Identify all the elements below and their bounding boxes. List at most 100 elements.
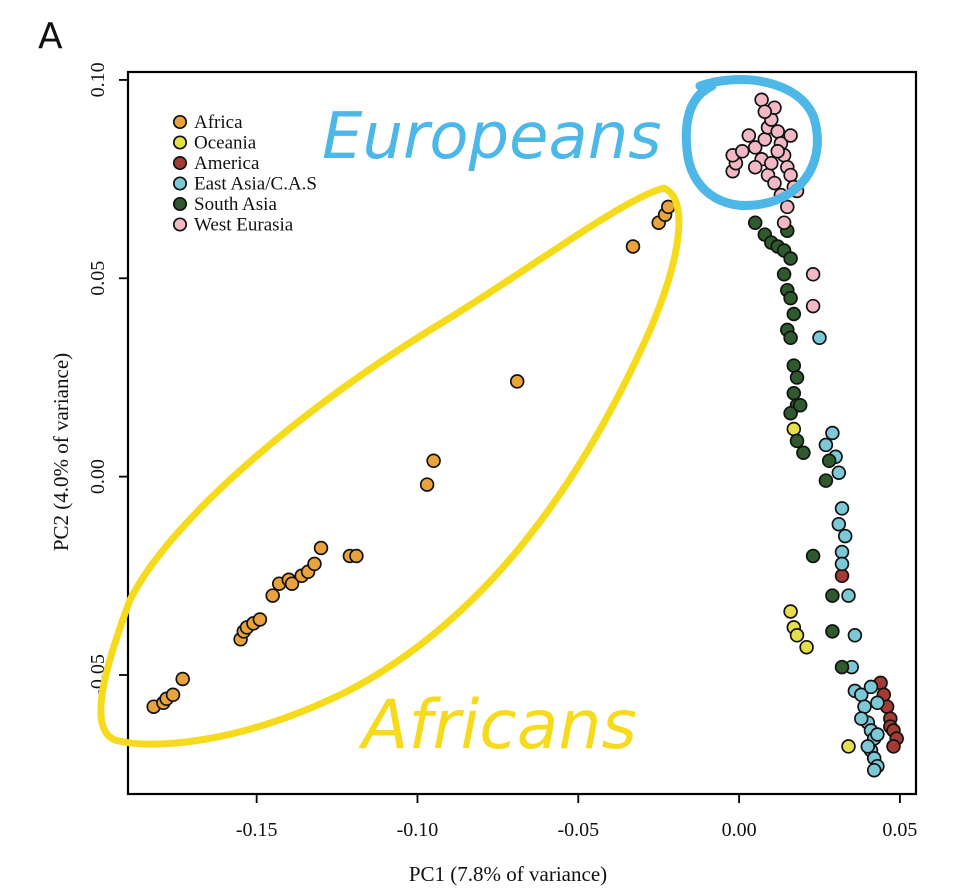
point-south-asia [825,624,840,639]
legend-label: East Asia/C.A.S [194,174,317,195]
legend-marker [172,135,188,150]
point-east-asia-c-a-s [863,679,879,695]
y-tick-label: 0.05 [87,261,109,296]
point-oceania [783,604,798,619]
point-west-eurasia [783,167,798,183]
point-east-asia-c-a-s [831,465,847,480]
axis-ticks [119,79,901,803]
point-west-eurasia [764,155,779,171]
point-south-asia [834,659,850,675]
point-east-asia-c-a-s [834,544,850,560]
point-west-eurasia [770,124,785,139]
point-south-asia [786,386,802,401]
legend-marker [172,217,188,232]
legend-marker [172,176,188,191]
point-east-asia-c-a-s [847,628,863,643]
point-africa [307,556,322,572]
point-south-asia [825,588,840,603]
point-west-eurasia [780,199,795,215]
point-south-asia [818,473,834,488]
legend-label: Africa [194,112,243,133]
point-south-asia [783,251,798,266]
point-east-asia-c-a-s [834,501,850,516]
point-south-asia [747,215,763,230]
point-oceania [786,421,802,437]
x-tick-label: 0.00 [722,819,757,841]
point-africa [349,548,364,564]
legend-label: Oceania [194,133,257,154]
point-east-asia-c-a-s [866,762,882,778]
point-africa [265,588,280,603]
point-west-eurasia [735,144,750,159]
point-south-asia [789,433,805,449]
point-east-asia-c-a-s [860,739,876,754]
point-south-asia [786,358,802,373]
point-africa [284,576,300,591]
point-south-asia [786,306,802,322]
y-tick-label: 0.10 [87,62,109,97]
panel-label: A [38,16,63,57]
africans-loop [97,184,683,748]
x-tick-label: -0.05 [557,819,599,841]
x-tick-label: -0.10 [397,819,439,841]
point-africa [419,477,435,492]
point-south-asia [783,290,798,306]
point-east-asia-c-a-s [857,699,872,714]
point-east-asia-c-a-s [870,727,885,742]
point-west-eurasia [747,159,763,175]
europeans-circle [681,75,822,210]
point-america [886,739,901,754]
point-south-asia [796,445,811,461]
legend-label: America [194,153,260,174]
point-west-eurasia [754,92,769,108]
plot-frame [126,70,918,796]
legend-marker [172,196,188,212]
legend-marker [172,155,188,171]
y-axis-title: PC2 (4.0% of variance) [49,353,73,551]
x-tick-label: 0.05 [882,819,917,841]
point-south-asia [805,548,821,564]
point-south-asia [789,370,805,385]
point-africa [313,540,329,556]
point-east-asia-c-a-s [870,695,885,711]
point-east-asia-c-a-s [834,556,850,572]
point-east-asia-c-a-s [841,588,856,603]
point-west-eurasia [747,140,763,155]
point-africa [175,671,190,687]
point-south-asia [792,397,808,413]
point-south-asia [783,330,798,346]
point-east-asia-c-a-s [825,425,840,441]
hand-annotations: Europeans Africans [97,75,822,765]
data-points [146,92,904,778]
point-africa [252,612,268,627]
point-west-eurasia [757,104,773,119]
point-south-asia [821,453,837,469]
point-east-asia-c-a-s [854,711,869,726]
point-east-asia-c-a-s [831,516,847,532]
point-east-asia-c-a-s [818,437,834,453]
point-oceania [841,739,856,754]
point-africa [509,374,525,389]
point-south-asia [783,405,798,421]
axis-tick-labels: -0.15 -0.10 -0.05 0.00 0.05-0.050.000.050.10 [87,62,917,841]
y-tick-label: 0.00 [87,459,109,494]
point-south-asia [776,267,792,282]
x-axis-title: PC1 (7.8% of variance) [409,862,607,886]
africans-annotation: Africans [358,686,637,765]
legend-label: South Asia [194,194,277,215]
legend-label: West Eurasia [194,215,294,236]
point-west-eurasia [757,132,773,147]
point-west-eurasia [767,175,782,191]
point-west-eurasia [741,128,757,143]
legend-marker [172,114,188,130]
point-west-eurasia [770,144,785,159]
point-oceania [799,639,814,655]
point-east-asia-c-a-s [812,330,827,346]
point-east-asia-c-a-s [837,528,853,544]
point-africa [165,687,181,703]
point-west-eurasia [805,298,821,314]
europeans-annotation: Europeans [322,100,662,174]
point-west-eurasia [776,215,792,230]
